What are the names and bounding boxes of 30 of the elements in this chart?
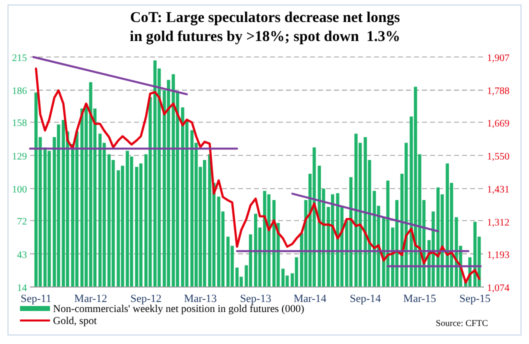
y-tick-label: 215 xyxy=(12,53,27,64)
y2-tick-label: 1,788 xyxy=(487,86,510,97)
chart-title: CoT: Large speculators decrease net longs in gold futures by >18%; spot down 1.3% xyxy=(130,10,400,45)
line-series xyxy=(34,67,480,284)
x-tick-label: Mar-15 xyxy=(403,293,437,305)
x-tick-label: Mar-13 xyxy=(184,293,218,305)
y2-tick-label: 1,550 xyxy=(487,152,510,163)
y-tick-label: 186 xyxy=(12,86,27,98)
legend-label: Non-commercials' weekly net position in gold futures (000) xyxy=(53,304,305,315)
legend-label: Gold, spot xyxy=(53,316,97,327)
y2-tick-label: 1,074 xyxy=(487,283,510,294)
y-tick-label: 72 xyxy=(17,216,27,228)
y-tick-label: 100 xyxy=(12,184,27,196)
y2-tick-label: 1,907 xyxy=(487,53,510,64)
x-tick-label: Sep-12 xyxy=(130,293,162,305)
y2-tick-label: 1,312 xyxy=(487,217,510,228)
y-tick-label: 158 xyxy=(12,118,27,130)
y-tick-label: 14 xyxy=(17,283,27,294)
y2-tick-label: 1,193 xyxy=(487,250,510,262)
x-tick-label: Sep-14 xyxy=(350,293,382,305)
x-tick-label: Mar-14 xyxy=(294,293,327,305)
x-tick-label: Sep-13 xyxy=(240,293,272,305)
y2-tick-label: 1,669 xyxy=(487,118,510,130)
y2-tick-label: 1,431 xyxy=(487,184,510,196)
source-note: Source: CFTC xyxy=(436,318,488,328)
y-tick-label: 43 xyxy=(17,250,27,261)
y-tick-label: 129 xyxy=(12,151,27,162)
x-tick-label: Mar-12 xyxy=(74,293,108,305)
x-tick-label: Sep-15 xyxy=(459,293,492,305)
x-tick-label: Sep-11 xyxy=(20,293,52,305)
